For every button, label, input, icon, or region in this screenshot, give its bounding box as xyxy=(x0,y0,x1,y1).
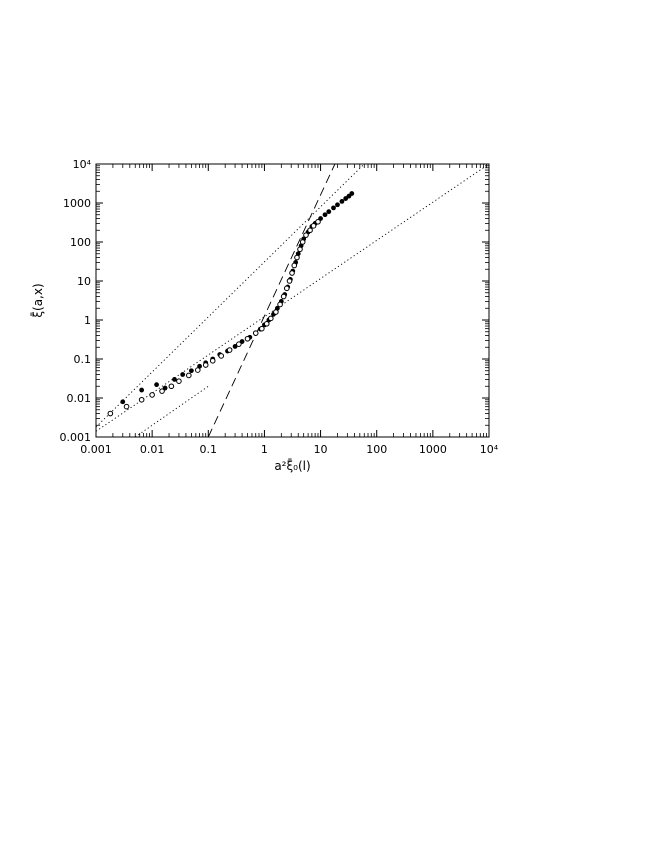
filled-data-point xyxy=(120,399,126,405)
open-data-point xyxy=(268,315,274,322)
x-axis-title: a²ξ̄₀(l) xyxy=(274,459,310,473)
dotted-reference-line xyxy=(96,164,489,432)
open-data-point xyxy=(209,357,216,364)
y-tick-label: 1 xyxy=(84,314,91,327)
open-data-point xyxy=(310,223,317,229)
y-axis-title: ξ̄(a,x) xyxy=(31,283,45,317)
open-data-point xyxy=(176,378,182,384)
x-tick-label: 10⁴ xyxy=(480,443,499,456)
y-tick-label: 1000 xyxy=(63,197,91,210)
x-tick-label: 0.01 xyxy=(140,443,165,456)
x-tick-label: 1000 xyxy=(419,443,447,456)
filled-data-point xyxy=(322,212,328,218)
open-data-point xyxy=(277,301,283,308)
y-tick-label: 0.1 xyxy=(74,353,92,366)
open-data-point xyxy=(307,227,313,234)
dotted-reference-line xyxy=(96,164,365,428)
open-data-point xyxy=(186,372,192,379)
open-data-point xyxy=(149,392,155,398)
open-data-point xyxy=(123,403,130,410)
open-data-point xyxy=(259,325,265,332)
open-data-point xyxy=(299,239,306,245)
open-data-point xyxy=(236,341,242,347)
open-data-point xyxy=(194,367,201,373)
filled-data-point xyxy=(335,202,340,208)
open-data-point xyxy=(303,232,309,238)
filled-data-point xyxy=(172,376,177,382)
y-tick-label: 100 xyxy=(70,236,91,249)
open-data-point xyxy=(273,309,279,315)
y-tick-label: 10⁴ xyxy=(73,158,92,171)
x-tick-label: 1 xyxy=(261,443,268,456)
open-data-point xyxy=(252,330,259,336)
open-data-point xyxy=(315,218,321,225)
filled-data-point xyxy=(139,387,145,393)
open-data-point xyxy=(218,353,225,359)
dotted-reference-line xyxy=(134,385,209,437)
open-data-point xyxy=(280,293,287,300)
open-data-point xyxy=(283,285,290,292)
x-tick-label: 100 xyxy=(366,443,387,456)
open-data-point xyxy=(289,270,295,276)
open-data-point xyxy=(226,347,233,353)
dashed-reference-line xyxy=(207,164,336,437)
filled-data-point xyxy=(180,372,186,377)
open-data-point xyxy=(107,410,114,417)
filled-data-point xyxy=(326,209,332,215)
x-tick-label: 0.001 xyxy=(80,443,112,456)
open-data-point xyxy=(168,383,175,390)
x-tick-label: 0.1 xyxy=(200,443,218,456)
open-data-point xyxy=(202,362,209,368)
open-data-point xyxy=(159,388,165,394)
filled-data-point xyxy=(349,191,355,196)
y-tick-label: 0.001 xyxy=(60,431,92,444)
filled-data-point xyxy=(331,205,336,211)
open-data-point xyxy=(294,254,300,261)
y-tick-label: 10 xyxy=(77,275,91,288)
open-data-point xyxy=(286,278,293,284)
x-tick-label: 10 xyxy=(314,443,328,456)
filled-data-point xyxy=(188,368,194,374)
y-tick-label: 0.01 xyxy=(67,392,92,405)
open-data-point xyxy=(297,246,303,253)
filled-data-point xyxy=(339,198,345,204)
open-data-point xyxy=(244,335,251,342)
open-data-point xyxy=(263,320,270,327)
open-data-point xyxy=(291,262,298,269)
filled-data-point xyxy=(154,382,159,388)
open-data-point xyxy=(138,396,145,403)
plot-frame xyxy=(95,163,490,438)
